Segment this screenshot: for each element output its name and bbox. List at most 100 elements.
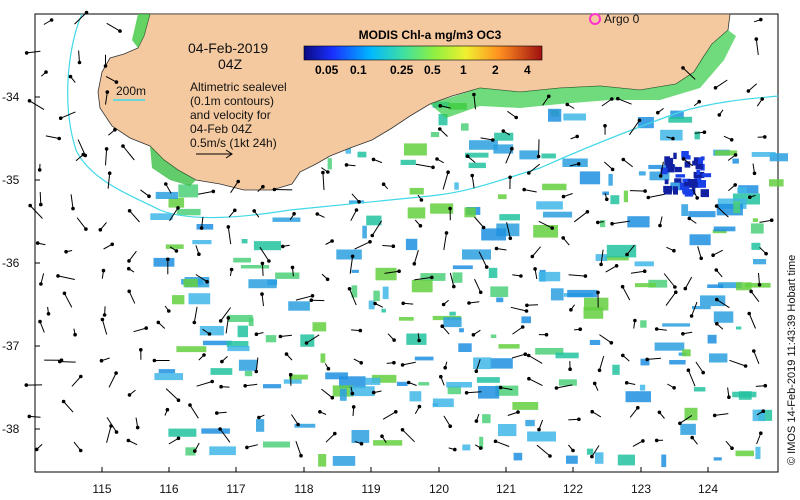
velocity-arrow-head — [550, 226, 554, 230]
velocity-arrow — [105, 75, 117, 83]
velocity-arrow-head — [176, 436, 181, 441]
velocity-arrow-head — [205, 279, 209, 284]
velocity-arrow-head — [147, 194, 151, 198]
chlorophyll-patch — [700, 295, 726, 307]
chlorophyll-patch — [168, 428, 197, 437]
chlorophyll-patch — [351, 285, 358, 298]
longitude-tick-label: 116 — [159, 482, 179, 496]
longitude-tick-label: 119 — [361, 482, 381, 496]
velocity-arrow — [259, 246, 270, 262]
velocity-arrow-head — [192, 320, 197, 325]
velocity-arrow — [413, 249, 419, 264]
chlorophyll-patch — [349, 386, 375, 397]
chlorophyll-patch — [664, 156, 670, 166]
chlorophyll-patch — [495, 385, 519, 396]
velocity-arrow — [612, 220, 630, 225]
velocity-arrow — [716, 299, 730, 309]
chlorophyll-patch — [351, 269, 359, 273]
velocity-arrow-head — [478, 290, 483, 295]
chlorophyll-patch — [318, 454, 327, 467]
chlorophyll-patch — [253, 241, 282, 251]
chlorophyll-patch — [265, 335, 277, 343]
chlorophyll-patch — [272, 217, 301, 222]
velocity-arrow-head — [713, 86, 718, 90]
chlorophyll-patch — [320, 353, 326, 363]
chlorophyll-patch — [674, 178, 682, 183]
velocity-arrow-head — [350, 254, 355, 259]
chlorophyll-patch — [738, 391, 752, 400]
chlorophyll-patch — [396, 381, 408, 386]
chlorophyll-patch — [512, 402, 539, 410]
latitude-tick-label: -35 — [2, 173, 20, 187]
velocity-arrow-head — [62, 291, 67, 296]
velocity-arrow-head — [127, 289, 131, 294]
chlorophyll-patch — [203, 340, 232, 346]
velocity-arrow — [246, 444, 259, 448]
map-date: 04-Feb-2019 — [188, 40, 269, 56]
velocity-arrow-head — [144, 326, 148, 330]
chlorophyll-patch — [400, 159, 416, 165]
chlorophyll-patch — [563, 113, 586, 121]
velocity-arrow-head — [354, 208, 359, 212]
chlorophyll-patch — [339, 388, 347, 401]
velocity-arrow-head — [139, 348, 143, 352]
velocity-arrow-head — [218, 319, 223, 323]
velocity-arrow — [449, 272, 455, 287]
chlorophyll-patch — [755, 446, 761, 460]
velocity-arrow — [622, 286, 631, 301]
velocity-arrow-head — [233, 208, 237, 213]
velocity-arrow-head — [34, 447, 39, 452]
chlorophyll-patch — [697, 180, 706, 188]
legend-line: (0.1m contours) — [190, 94, 275, 108]
velocity-arrow-head — [516, 410, 520, 414]
chlorophyll-patch — [713, 311, 734, 323]
colorbar-tick: 0.1 — [350, 63, 367, 77]
velocity-arrow-head — [417, 338, 421, 343]
velocity-arrow-head — [358, 328, 363, 333]
velocity-arrow-head — [525, 303, 529, 308]
velocity-arrow-head — [219, 384, 223, 389]
chlorophyll-patch — [541, 153, 556, 159]
velocity-arrow-head — [27, 414, 32, 419]
velocity-arrow-head — [126, 266, 131, 271]
velocity-arrow — [106, 425, 112, 443]
velocity-arrow — [321, 388, 333, 399]
velocity-arrow — [524, 189, 537, 193]
chlorophyll-patch — [519, 150, 539, 160]
chlorophyll-patch — [594, 452, 604, 464]
chlorophyll-patch — [668, 116, 693, 123]
chlorophyll-patch — [707, 284, 724, 288]
chlorophyll-patch — [336, 249, 362, 260]
chlorophyll-patch — [256, 419, 265, 432]
chlorophyll-patch — [498, 344, 520, 349]
chlorophyll-patch — [332, 456, 356, 466]
chlorophyll-patch — [751, 242, 761, 250]
chlorophyll-patch — [201, 428, 230, 434]
velocity-arrow-head — [167, 309, 171, 313]
velocity-arrow — [495, 440, 510, 447]
chlorophyll-patch — [682, 178, 691, 183]
chlorophyll-patch — [473, 357, 492, 370]
velocity-arrow — [695, 361, 704, 373]
chlorophyll-patch — [670, 110, 684, 119]
velocity-arrow — [201, 216, 204, 229]
velocity-arrow-head — [530, 254, 535, 259]
chlorophyll-patch — [638, 171, 646, 176]
velocity-arrow-head — [464, 391, 469, 395]
velocity-arrow — [568, 274, 586, 277]
velocity-arrow — [599, 355, 605, 371]
velocity-arrow-head — [654, 438, 659, 443]
velocity-arrow-head — [646, 195, 651, 200]
velocity-arrow-head — [645, 357, 649, 362]
velocity-arrow — [414, 276, 432, 281]
velocity-arrow-head — [609, 341, 614, 345]
latitude-tick-label: -37 — [2, 339, 20, 353]
velocity-arrow — [354, 241, 371, 250]
chlorophyll-patch — [736, 326, 742, 330]
velocity-arrow-head — [37, 168, 42, 172]
velocity-arrow-head — [68, 74, 73, 79]
velocity-arrow-head — [84, 227, 88, 231]
velocity-arrow — [679, 414, 693, 424]
chlorophyll-patch — [452, 272, 463, 283]
velocity-arrow — [105, 92, 108, 105]
